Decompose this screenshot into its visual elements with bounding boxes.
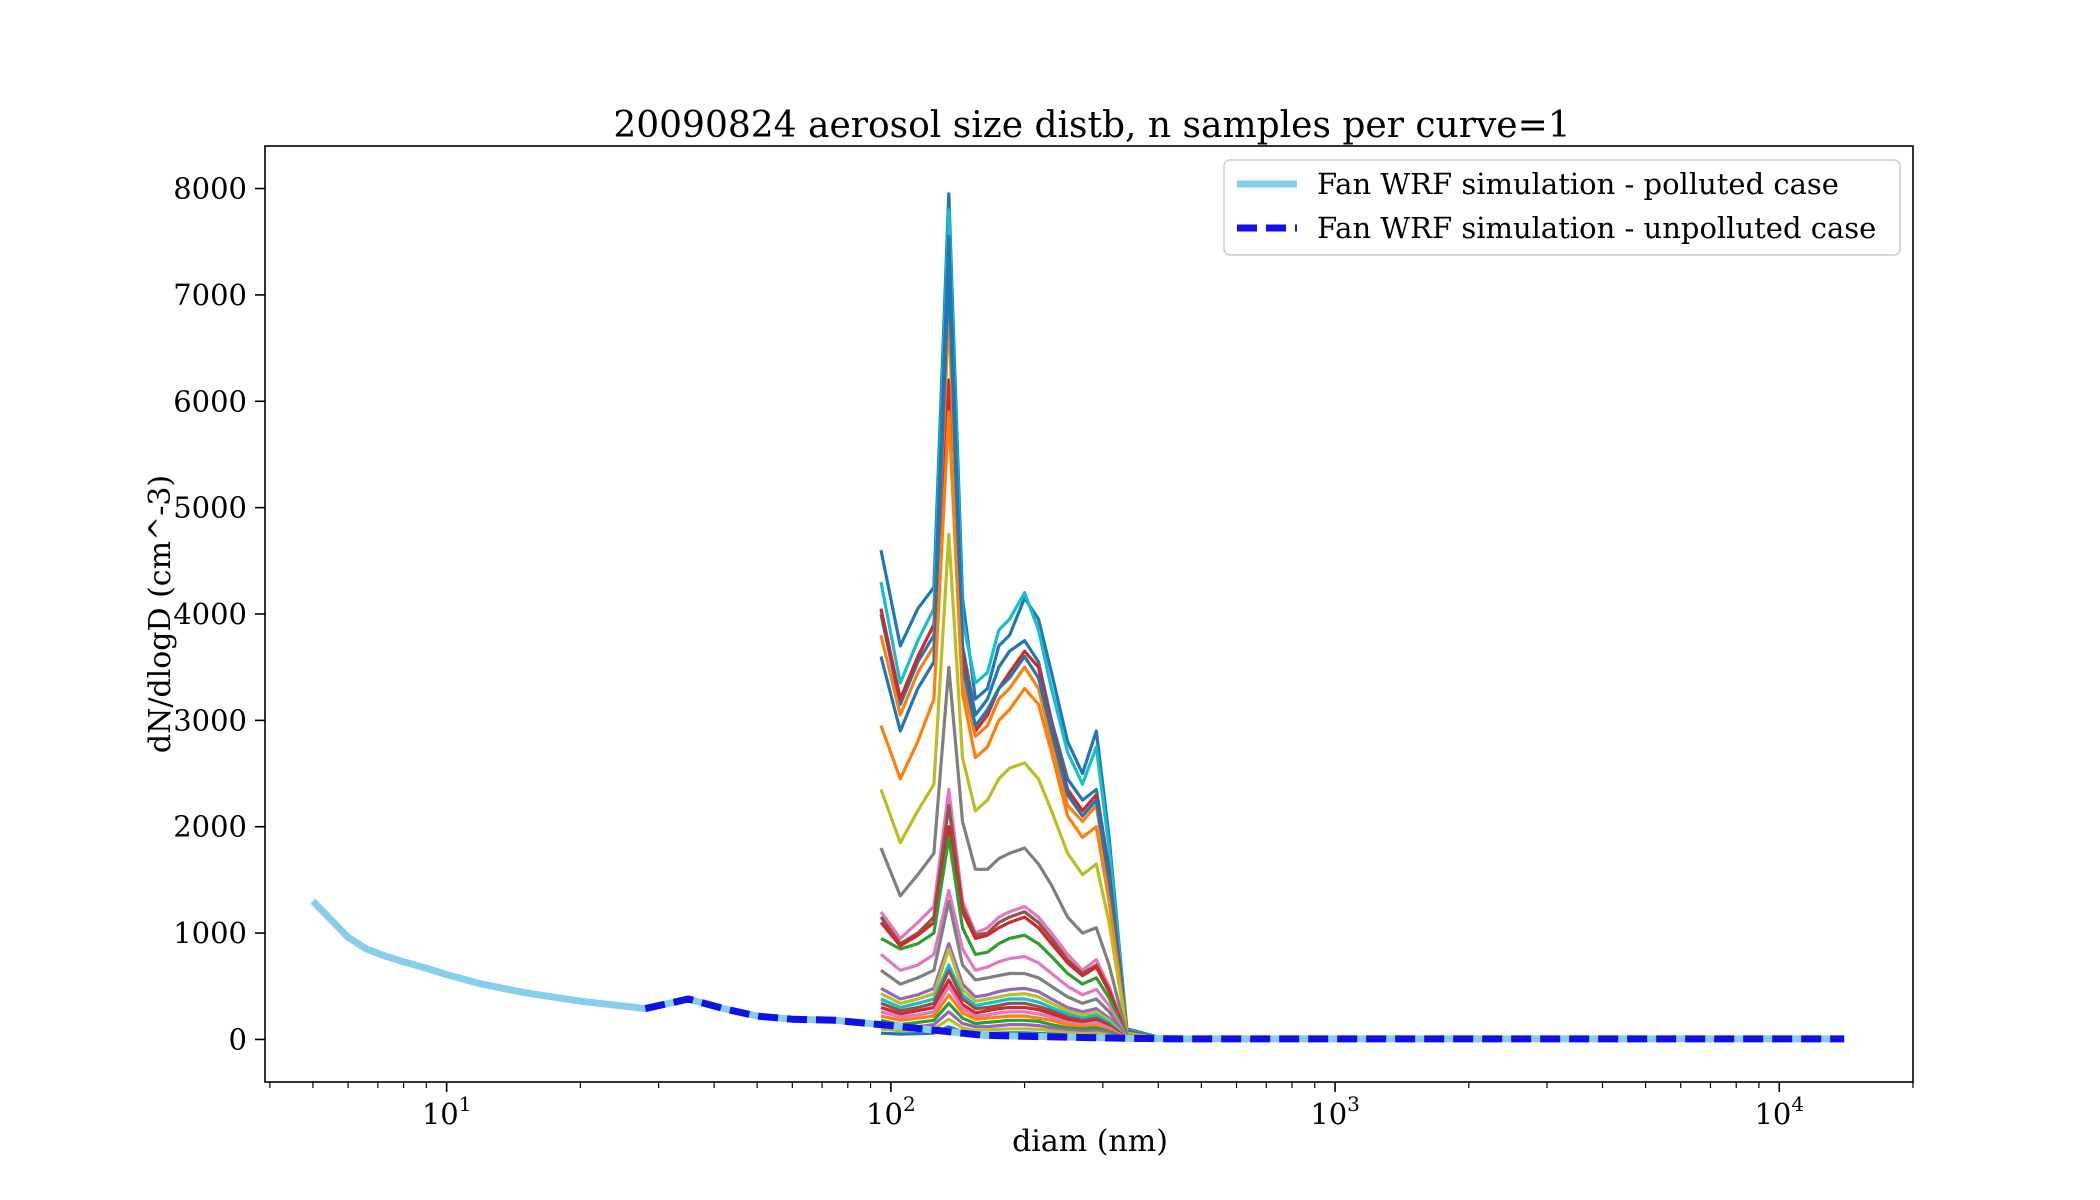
sample-series-line-6 [879, 410, 1168, 1042]
y-tick-label: 2000 [173, 810, 247, 844]
x-tick-label: 102 [866, 1092, 916, 1131]
chart-title: 20090824 aerosol size distb, n samples p… [613, 105, 1570, 146]
sample-series-line-23 [880, 1010, 1168, 1042]
model-lines [310, 898, 1845, 1043]
sample-series-line-22 [880, 1001, 1168, 1042]
sample-series-line-19 [880, 978, 1168, 1042]
y-tick-label: 3000 [173, 703, 247, 737]
y-tick-label: 1000 [173, 916, 247, 950]
legend: Fan WRF simulation - polluted case Fan W… [1223, 159, 1901, 256]
y-tick-label: 5000 [173, 491, 247, 525]
legend-label-unpolluted: Fan WRF simulation - unpolluted case [1317, 211, 1876, 245]
y-tick-label: 6000 [173, 384, 247, 418]
legend-label-polluted: Fan WRF simulation - polluted case [1317, 167, 1839, 201]
sample-series-line-21 [880, 993, 1168, 1042]
y-tick-label: 4000 [173, 597, 247, 631]
x-axis: 101 102 103 104 [269, 1082, 1914, 1131]
sample-series-line-16 [880, 947, 1168, 1042]
sample-series-line-13 [879, 888, 1168, 1042]
sample-series-line-5 [879, 266, 1168, 1042]
sample-series-line-14 [880, 899, 1168, 1042]
y-tick-label: 0 [229, 1022, 247, 1056]
sample-series-line-20 [880, 984, 1168, 1042]
sample-series-line-12 [880, 835, 1168, 1042]
y-tick-label: 8000 [173, 172, 247, 206]
sample-series-line-17 [880, 963, 1168, 1042]
x-axis-label: diam (nm) [1012, 1124, 1168, 1159]
sample-series-line-7 [879, 532, 1168, 1042]
x-tick-label: 103 [1310, 1092, 1360, 1131]
y-tick-label: 7000 [173, 278, 247, 312]
sample-series-line-18 [880, 968, 1168, 1042]
sample-lines [879, 192, 1169, 1042]
y-axis: 0 1000 2000 3000 4000 5000 6000 7000 8000 [173, 172, 265, 1056]
legend-box [1223, 159, 1901, 256]
sample-series-line-8 [879, 665, 1168, 1042]
y-axis-label: dN/dlogD (cm^-3) [143, 475, 178, 753]
x-tick-label: 104 [1754, 1092, 1804, 1131]
sample-series-line-15 [880, 942, 1168, 1042]
x-tick-label: 101 [422, 1092, 472, 1131]
series-line-unpolluted [644, 995, 1845, 1043]
sample-series-line-11 [879, 825, 1168, 1042]
